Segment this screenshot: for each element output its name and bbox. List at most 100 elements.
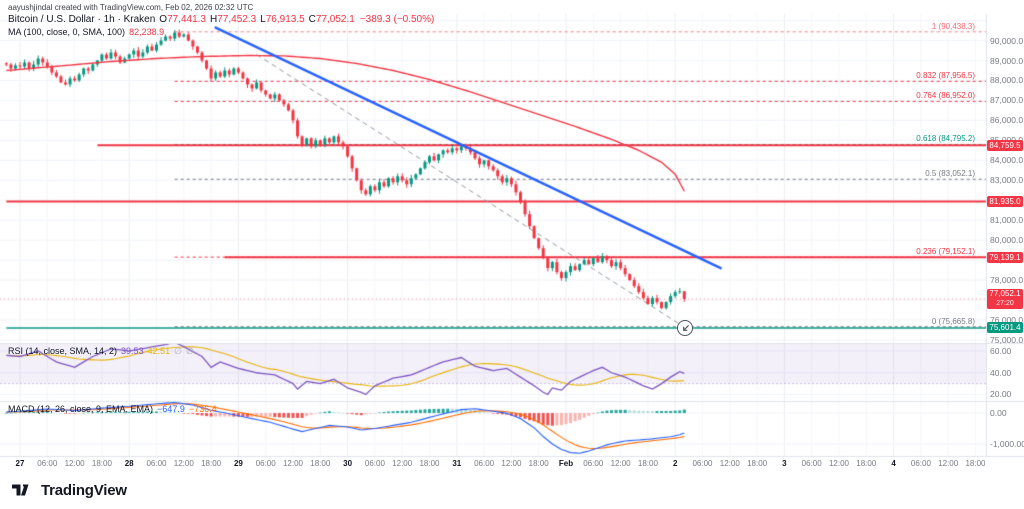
time-axis-time-label: 12:00 <box>173 459 194 468</box>
price-tick-label: 76,000.0 <box>990 315 1024 326</box>
time-axis-time-label: 12:00 <box>64 459 85 468</box>
ohlc-value: 77,452.3 <box>217 14 257 25</box>
candle-countdown: 27:20 <box>996 300 1014 308</box>
time-axis-time-label: 18:00 <box>310 459 331 468</box>
ma-legend-row: MA (100, close, 0, SMA, 100) 82,238.9 <box>8 27 164 37</box>
ohlc-value: 77,441.3 <box>167 14 206 25</box>
time-axis-time-label: 06:00 <box>474 459 495 468</box>
time-axis-day-label: 27 <box>15 459 25 468</box>
price-tick-label: 88,000.0 <box>990 75 1024 86</box>
attribution-text: aayushjindal created with TradingView.co… <box>8 3 254 12</box>
time-axis-time-label: 18:00 <box>856 459 877 468</box>
fib-level-label: 0 (75,665.8) <box>931 316 975 326</box>
time-axis-day-label: 29 <box>233 459 243 468</box>
indicator-value: −647.9 <box>157 404 185 414</box>
indicator-value: 42.51 <box>147 346 171 356</box>
time-axis[interactable]: 27 06:00 12:00 18:00 28 06:00 12:00 18:00 29 06:0… <box>0 456 985 472</box>
tradingview-brand-text[interactable]: TradingView <box>41 482 127 499</box>
macd-tick-label: -1,000.00 <box>990 438 1024 449</box>
price-tick-label: 89,000.0 <box>990 55 1024 66</box>
ohlc-letter: H <box>210 14 218 25</box>
time-axis-day-label: Feb <box>558 459 574 468</box>
macd-legend-values: −647.9 −736.4 <box>153 404 217 414</box>
price-tick-label: 84,000.0 <box>990 155 1024 166</box>
time-axis-time-label: 18:00 <box>91 459 112 468</box>
time-axis-time-label: 06:00 <box>583 459 604 468</box>
fib-level-label: 0.764 (86,952.0) <box>916 91 975 101</box>
price-tick-label: 87,000.0 <box>990 95 1024 106</box>
fib-level-label: 0.832 (87,956.5) <box>916 71 975 81</box>
time-axis-day-label: 2 <box>672 459 678 468</box>
price-line-badge: 79,139.1 <box>987 251 1023 263</box>
macd-legend-row: MACD (12, 26, close, 9, EMA, EMA) −647.9−… <box>8 404 217 414</box>
indicator-value: 39.53 <box>121 346 144 356</box>
fib-level-label: 1 (90,438.3) <box>931 21 975 31</box>
macd-legend-label[interactable]: MACD (12, 26, close, 9, EMA, EMA) <box>8 404 154 414</box>
time-axis-day-label: 28 <box>124 459 134 468</box>
price-tick-label: 78,000.0 <box>990 275 1024 286</box>
ohlc-letter: L <box>260 14 266 25</box>
fib-level-label: 0.5 (83,052.1) <box>925 169 975 179</box>
symbol-legend-row: Bitcoin / U.S. Dollar · 1h · Kraken O77,4… <box>8 14 434 25</box>
symbol-title[interactable]: Bitcoin / U.S. Dollar · 1h · Kraken <box>8 14 156 25</box>
current-price-badge: 77,052.1 27:20 <box>987 289 1023 310</box>
time-axis-time-label: 18:00 <box>201 459 222 468</box>
time-axis-time-label: 12:00 <box>719 459 740 468</box>
rsi-tick-label: 20.00 <box>990 389 1012 400</box>
time-axis-time-label: 06:00 <box>37 459 58 468</box>
ma-legend-value: 82,238.9 <box>129 27 165 37</box>
rsi-legend-label[interactable]: RSI (14, close, SMA, 14, 2) <box>8 346 118 356</box>
price-tick-label: 83,000.0 <box>990 175 1024 186</box>
time-axis-time-label: 12:00 <box>282 459 304 468</box>
macd-tick-label: 0.00 <box>990 408 1007 419</box>
rsi-legend-row: RSI (14, close, SMA, 14, 2) 39.53 42.51 ∅ ∅ <box>8 346 194 357</box>
time-axis-time-label: 18:00 <box>747 459 768 468</box>
time-axis-time-label: 18:00 <box>637 459 658 468</box>
time-axis-time-label: 06:00 <box>255 459 276 468</box>
time-axis-time-label: 12:00 <box>938 459 959 468</box>
current-price-value: 77,052.1 <box>989 289 1021 299</box>
rsi-tick-label: 60.00 <box>990 346 1012 357</box>
time-axis-time-label: 18:00 <box>528 459 549 468</box>
price-tick-label: 90,000.0 <box>990 35 1024 46</box>
footer-bar: TradingView <box>0 472 1024 509</box>
rsi-legend-values: 39.53 42.51 ∅ ∅ <box>117 346 194 356</box>
chart-canvas[interactable] <box>0 0 1024 472</box>
time-axis-time-label: 06:00 <box>692 459 713 468</box>
price-tick-label: 81,000.0 <box>990 215 1024 226</box>
time-axis-time-label: 18:00 <box>965 459 985 468</box>
indicator-value: ∅ <box>185 346 194 356</box>
indicator-value: −736.4 <box>188 404 217 414</box>
price-tick-label: 86,000.0 <box>990 115 1024 126</box>
price-change: −389.3 (−0.50%) <box>359 14 435 25</box>
price-tick-label: 75,000.0 <box>990 335 1024 345</box>
price-tick-label: 80,000.0 <box>990 235 1024 246</box>
time-axis-day-label: 30 <box>343 459 353 468</box>
time-axis-time-label: 06:00 <box>910 459 931 468</box>
time-axis-time-label: 12:00 <box>828 459 850 468</box>
ohlc-letter: C <box>308 14 316 25</box>
time-axis-time-label: 06:00 <box>364 459 385 468</box>
fib-level-label: 0.618 (84,795.2) <box>916 134 975 144</box>
indicator-value: ∅ <box>174 346 182 356</box>
price-line-badge: 75,601.4 <box>987 322 1023 334</box>
time-axis-day-label: 31 <box>452 459 462 468</box>
ma-legend-label[interactable]: MA (100, close, 0, SMA, 100) <box>8 27 126 37</box>
ohlc-value: 77,052.1 <box>315 14 355 25</box>
time-axis-time-label: 18:00 <box>419 459 440 468</box>
time-axis-time-label: 06:00 <box>801 459 822 468</box>
time-axis-time-label: 12:00 <box>610 459 631 468</box>
ohlc-value: 76,913.5 <box>265 14 305 25</box>
time-axis-time-label: 06:00 <box>146 459 167 468</box>
projection-arrow-icon[interactable] <box>677 320 694 337</box>
tradingview-logo-icon[interactable] <box>12 484 34 498</box>
ohlc-letter: O <box>159 14 168 25</box>
time-axis-time-label: 12:00 <box>501 459 522 468</box>
time-axis-day-label: 3 <box>782 459 787 468</box>
price-line-badge: 81,935.0 <box>987 196 1023 208</box>
price-line-badge: 84,759.5 <box>987 139 1023 151</box>
time-axis-time-label: 12:00 <box>392 459 413 468</box>
rsi-tick-label: 40.00 <box>990 367 1012 378</box>
fib-level-label: 0.236 (79,152.1) <box>916 247 975 257</box>
